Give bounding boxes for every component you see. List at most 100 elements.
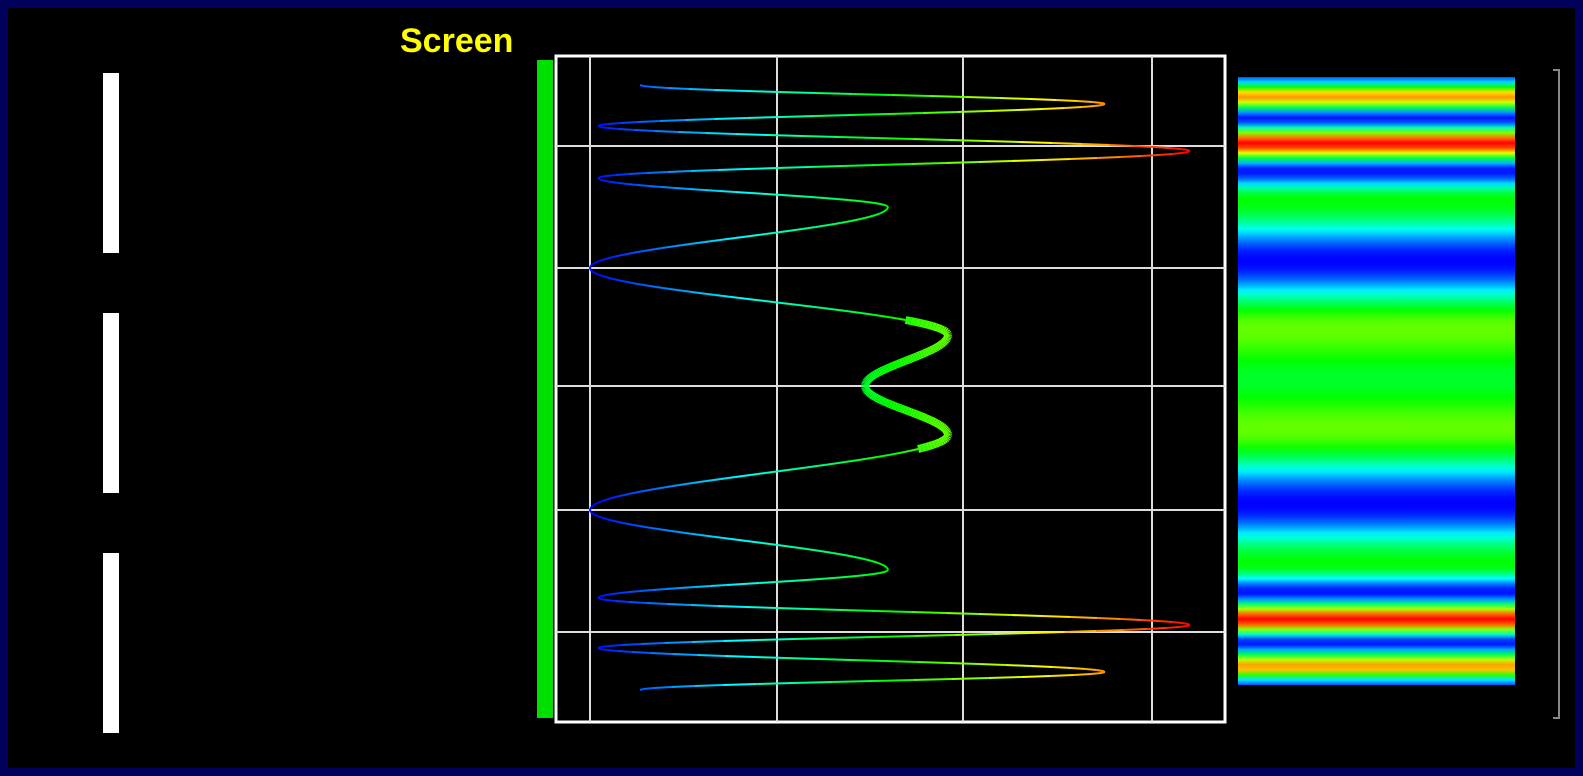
curve-segment bbox=[750, 192, 767, 195]
curve-segment bbox=[884, 570, 888, 573]
curve-segment bbox=[649, 488, 656, 491]
curve-segment bbox=[735, 475, 743, 478]
curve-segment bbox=[620, 121, 639, 124]
curve-segment bbox=[597, 647, 601, 650]
curve-segment bbox=[863, 558, 869, 561]
curve-segment bbox=[723, 295, 732, 298]
curve-segment bbox=[792, 681, 833, 684]
curve-segment bbox=[695, 585, 711, 588]
curve-segment bbox=[1101, 671, 1106, 674]
curve-segment bbox=[810, 196, 825, 199]
curve-segment bbox=[1085, 668, 1097, 671]
curve-segment bbox=[599, 598, 607, 601]
curve-segment bbox=[641, 642, 665, 645]
curve-segment bbox=[1082, 105, 1095, 108]
curve-segment bbox=[599, 259, 603, 262]
curve-segment bbox=[906, 355, 912, 364]
curve-segment bbox=[874, 202, 881, 205]
curve-segment bbox=[877, 367, 884, 376]
curve-segment bbox=[818, 658, 852, 661]
curve-segment bbox=[832, 680, 873, 683]
curve-segment bbox=[707, 535, 716, 538]
curve-segment bbox=[942, 426, 949, 433]
curve-segment bbox=[896, 359, 902, 368]
curve-segment bbox=[891, 94, 930, 97]
curve-segment bbox=[1178, 625, 1188, 628]
curve-segment bbox=[720, 477, 729, 480]
curve-segment bbox=[936, 341, 943, 350]
curve-segment bbox=[931, 322, 937, 331]
curve-segment bbox=[622, 643, 642, 646]
curve-segment bbox=[985, 140, 1021, 143]
curve-segment bbox=[830, 308, 839, 311]
curve-segment bbox=[618, 521, 624, 524]
curve-segment bbox=[936, 438, 942, 447]
curve-segment bbox=[942, 337, 950, 344]
curve-segment bbox=[1181, 622, 1189, 625]
curve-segment bbox=[918, 350, 925, 359]
curve-segment bbox=[742, 235, 751, 238]
curve-segment bbox=[815, 225, 823, 228]
curve-segment bbox=[621, 253, 628, 256]
curve-segment bbox=[850, 219, 857, 222]
curve-segment bbox=[880, 563, 884, 566]
curve-segment bbox=[872, 393, 879, 402]
curve-segment bbox=[901, 357, 907, 366]
curve-segment bbox=[627, 183, 638, 186]
curve-segment bbox=[643, 687, 655, 690]
curve-segment bbox=[925, 347, 932, 356]
curve-segment bbox=[882, 564, 886, 567]
curve-segment bbox=[893, 402, 899, 411]
curve-segment bbox=[868, 372, 875, 381]
curve-segment bbox=[697, 241, 705, 244]
curve-segment bbox=[705, 132, 736, 135]
curve-segment bbox=[638, 490, 644, 493]
curve-segment bbox=[814, 306, 823, 309]
curve-segment bbox=[924, 414, 930, 423]
curve-segment bbox=[1141, 619, 1159, 622]
curve-segment bbox=[865, 389, 872, 396]
curve-segment bbox=[874, 314, 882, 317]
curve-segment bbox=[938, 437, 945, 446]
curve-segment bbox=[638, 120, 660, 123]
curve-segment bbox=[652, 86, 669, 89]
curve-segment bbox=[1020, 141, 1053, 144]
curve-segment bbox=[928, 416, 935, 425]
curve-segment bbox=[931, 344, 938, 353]
curve-segment bbox=[1052, 142, 1083, 145]
curve-segment bbox=[675, 244, 684, 247]
curve-segment bbox=[806, 305, 815, 308]
curve-segment bbox=[597, 177, 600, 180]
curve-segment bbox=[739, 297, 749, 300]
curve-segment bbox=[988, 676, 1022, 679]
curve-segment bbox=[1146, 627, 1166, 630]
curve-segment bbox=[828, 223, 835, 226]
curve-segment bbox=[727, 237, 736, 240]
curve-segment bbox=[723, 639, 758, 642]
curve-segment bbox=[1090, 672, 1102, 675]
curve-segment bbox=[1041, 158, 1071, 161]
curve-segment bbox=[682, 243, 691, 246]
curve-segment bbox=[910, 317, 917, 326]
curve-segment bbox=[735, 236, 743, 239]
curve-segment bbox=[602, 275, 606, 278]
curve-segment bbox=[656, 286, 664, 289]
curve-segment bbox=[871, 392, 877, 401]
curve-segment bbox=[1064, 106, 1083, 109]
curve-segment bbox=[599, 500, 603, 503]
curve-segment bbox=[1187, 150, 1191, 153]
curve-segment bbox=[878, 212, 882, 215]
curve-segment bbox=[851, 659, 885, 662]
curve-segment bbox=[1011, 614, 1043, 617]
curve-segment bbox=[866, 389, 873, 398]
curve-segment bbox=[799, 547, 807, 550]
curve-segment bbox=[769, 543, 778, 546]
curve-segment bbox=[787, 229, 796, 232]
curve-segment bbox=[876, 163, 912, 166]
curve-segment bbox=[880, 203, 885, 206]
curve-segment bbox=[643, 489, 650, 492]
curve-segment bbox=[1030, 631, 1065, 634]
curve-segment bbox=[870, 371, 877, 380]
screen bbox=[537, 60, 553, 718]
curve-segment bbox=[860, 217, 865, 220]
